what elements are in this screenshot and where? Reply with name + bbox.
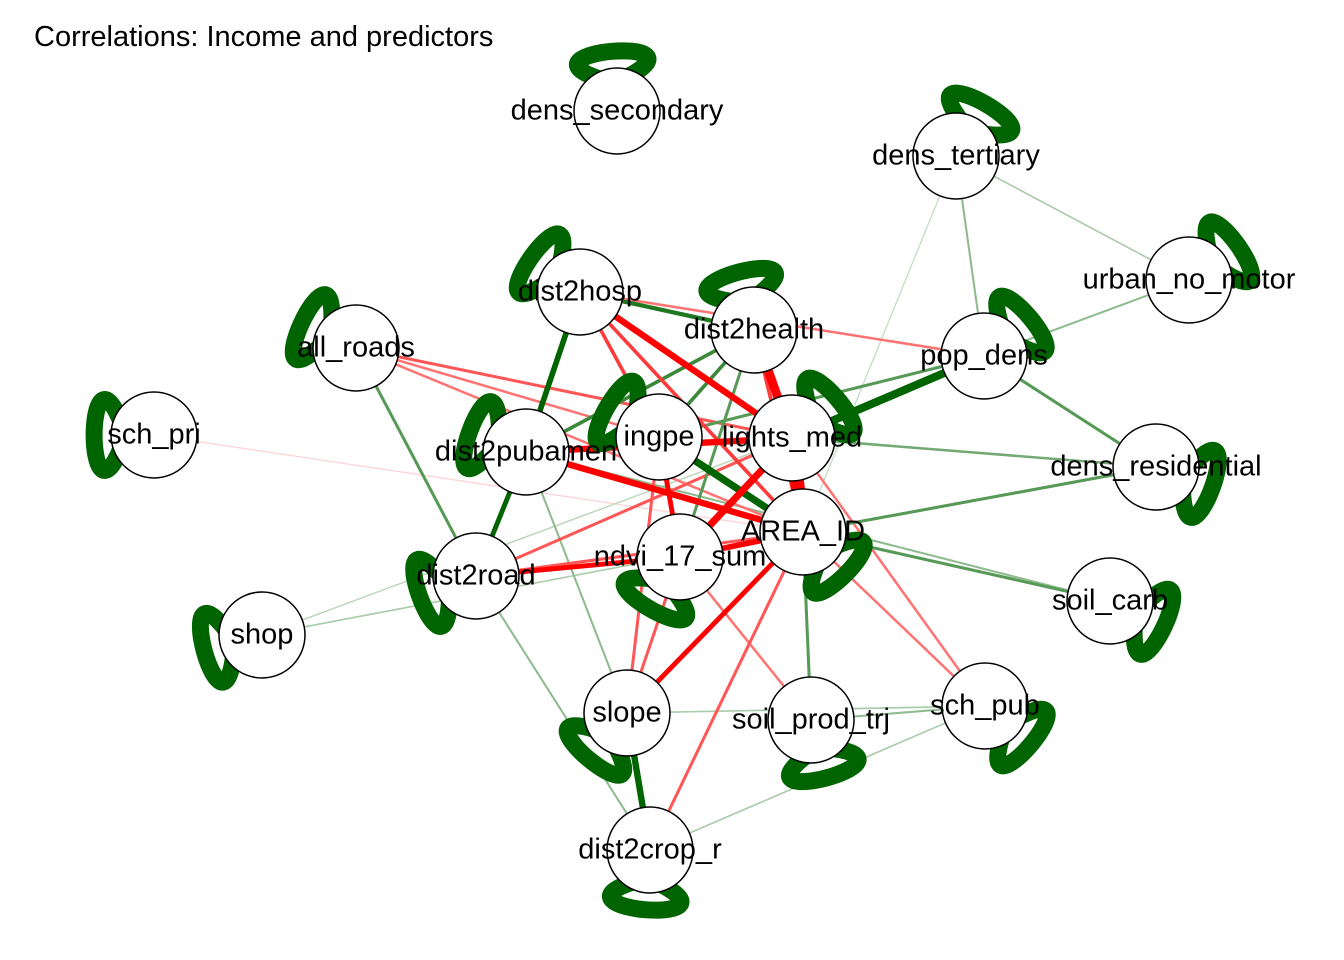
node-label: lights_med <box>722 422 862 454</box>
node-circle <box>218 591 306 679</box>
edge-dist2pubamen-slope <box>524 450 629 715</box>
node-lights_med: lights_med <box>722 394 862 482</box>
node-circle <box>312 304 400 392</box>
edge-dist2crop_r-AREA_ID <box>648 530 805 852</box>
self-loop-soil_carb <box>1125 581 1182 663</box>
node-circle <box>1145 236 1233 324</box>
node-label: dist2hosp <box>518 276 642 308</box>
node-sch_pub: sch_pub <box>930 662 1040 750</box>
node-soil_carb: soil_carb <box>1052 557 1168 645</box>
node-slope: slope <box>583 669 671 757</box>
node-circle <box>636 513 724 601</box>
node-circle <box>1066 557 1154 645</box>
node-circle <box>710 286 798 374</box>
node-label: ndvi_17_sum <box>594 541 767 573</box>
edge-dens_tertiary-urban_no_motor <box>955 155 1190 281</box>
self-loop-dist2road <box>405 551 458 635</box>
node-label: dens_tertiary <box>872 140 1040 172</box>
node-label: all_roads <box>297 332 415 364</box>
self-loop-lights_med <box>796 369 863 443</box>
node-label: dist2health <box>684 314 824 346</box>
node-circle <box>482 408 570 496</box>
node-label: urban_no_motor <box>1083 264 1296 296</box>
self-loop-slope <box>558 717 632 784</box>
node-label: sch_pub <box>930 690 1040 722</box>
edge-dens_tertiary-AREA_ID <box>802 155 957 533</box>
node-label: soil_carb <box>1052 585 1168 617</box>
self-loop-dist2health <box>698 259 784 310</box>
node-AREA_ID: AREA_ID <box>741 488 865 576</box>
node-dist2crop_r: dist2crop_r <box>578 806 722 894</box>
edge-shop-lights_med <box>261 437 793 636</box>
node-label: slope <box>592 697 661 729</box>
node-label: soil_prod_trj <box>732 704 890 736</box>
edge-dist2pubamen-AREA_ID <box>522 448 807 536</box>
edge-AREA_ID-dens_residential <box>801 465 1158 534</box>
node-label: dens_secondary <box>511 95 724 127</box>
node-all_roads: all_roads <box>297 304 415 392</box>
node-label: sch_pri <box>107 419 201 451</box>
self-loop-dens_residential <box>1174 442 1227 526</box>
node-circle <box>110 391 198 479</box>
node-label: pop_dens <box>920 340 1047 372</box>
node-circle <box>573 67 661 155</box>
edge-dist2road-dist2crop_r <box>474 574 652 852</box>
node-circle <box>1112 423 1200 511</box>
self-loop-all_roads <box>284 286 341 368</box>
self-loop-ndvi_17_sum <box>615 569 696 629</box>
node-dens_secondary: dens_secondary <box>511 67 724 155</box>
node-label: dist2crop_r <box>578 834 722 866</box>
node-label: dens_residential <box>1050 451 1261 483</box>
node-soil_prod_trj: soil_prod_trj <box>732 676 890 764</box>
node-ingpe: ingpe <box>615 393 703 481</box>
node-label: dist2pubamen <box>435 436 617 468</box>
node-urban_no_motor: urban_no_motor <box>1083 236 1296 324</box>
node-dist2road: dist2road <box>416 532 536 620</box>
node-circle <box>941 662 1029 750</box>
node-circle <box>940 312 1028 400</box>
node-circle <box>432 532 520 620</box>
node-label: AREA_ID <box>741 516 865 548</box>
node-circle <box>748 394 836 482</box>
node-dist2health: dist2health <box>684 286 824 374</box>
node-shop: shop <box>218 591 306 679</box>
node-sch_pri: sch_pri <box>107 391 201 479</box>
node-label: ingpe <box>624 421 695 453</box>
node-dist2pubamen: dist2pubamen <box>435 408 617 496</box>
self-loop-dens_tertiary <box>940 84 1021 144</box>
node-circle <box>536 248 624 336</box>
self-loop-dist2pubamen <box>455 393 508 477</box>
node-label: dist2road <box>416 560 535 592</box>
self-loop-shop <box>191 605 242 691</box>
node-circle <box>759 488 847 576</box>
self-loop-dens_secondary <box>568 42 657 87</box>
self-loop-sch_pri <box>85 391 129 479</box>
node-dens_tertiary: dens_tertiary <box>872 112 1040 200</box>
self-loops-layer <box>85 42 1261 919</box>
node-ndvi_17_sum: ndvi_17_sum <box>594 513 767 601</box>
node-pop_dens: pop_dens <box>920 312 1048 400</box>
self-loop-dist2hosp <box>508 225 572 303</box>
self-loop-pop_dens <box>988 287 1055 361</box>
node-dist2hosp: dist2hosp <box>518 248 642 336</box>
node-circle <box>583 669 671 757</box>
node-dens_residential: dens_residential <box>1050 423 1262 511</box>
nodes-layer: dens_secondary dens_tertiary urban_no_moto… <box>107 67 1296 894</box>
node-circle <box>606 806 694 894</box>
node-circle <box>615 393 703 481</box>
self-loop-urban_no_motor <box>1197 213 1261 291</box>
self-loop-sch_pub <box>989 701 1056 775</box>
self-loop-ingpe <box>587 372 647 453</box>
edge-lights_med-dens_residential <box>790 436 1158 469</box>
node-circle <box>912 112 1000 200</box>
self-loop-AREA_ID <box>802 531 873 602</box>
self-loop-soil_prod_trj <box>781 740 867 791</box>
chart-title: Correlations: Income and predictors <box>34 21 493 53</box>
edge-ingpe-pop_dens <box>657 354 986 439</box>
node-circle <box>767 676 855 764</box>
self-loop-dist2crop_r <box>601 874 690 919</box>
edge-lights_med-sch_pub <box>790 436 987 708</box>
node-label: shop <box>231 619 294 651</box>
